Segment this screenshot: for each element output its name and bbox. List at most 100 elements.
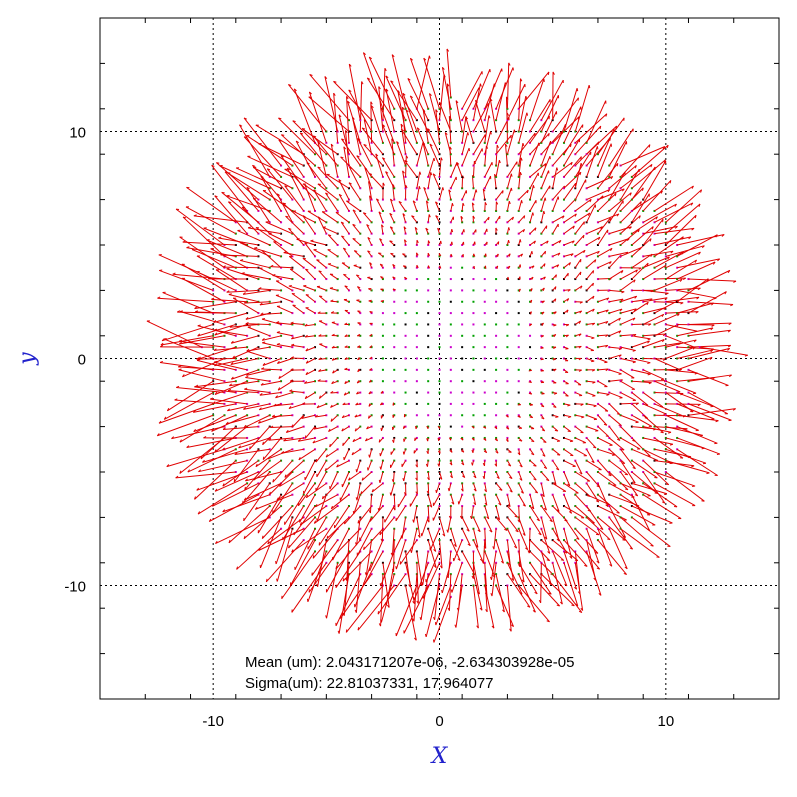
vector-head: [260, 382, 264, 386]
residual-vector: [319, 392, 327, 399]
vector-head: [326, 535, 329, 539]
residual-vector: [518, 585, 550, 623]
residual-vector: [540, 562, 542, 603]
residual-vector: [631, 238, 652, 257]
residual-vector: [275, 294, 293, 303]
residual-vector: [642, 369, 665, 380]
vector-head: [198, 469, 202, 473]
point-marker: [415, 414, 418, 417]
residual-vector: [552, 517, 560, 542]
residual-vector: [432, 494, 440, 507]
residual-vector: [329, 287, 338, 291]
vector-head: [305, 371, 308, 375]
residual-vector: [304, 380, 316, 384]
residual-vector: [586, 437, 597, 449]
residual-vector: [540, 460, 548, 469]
residual-vector: [620, 482, 651, 497]
vector-head: [346, 96, 349, 100]
vector-head: [344, 345, 348, 348]
vector-head: [629, 547, 633, 550]
point-marker: [393, 368, 396, 371]
residual-vector: [575, 448, 587, 457]
residual-vector: [483, 471, 486, 479]
residual-vector: [416, 127, 429, 155]
residual-vector: [380, 107, 395, 144]
residual-vector: [654, 251, 684, 269]
point-marker: [381, 346, 384, 349]
residual-vector: [261, 250, 282, 269]
vector-head: [494, 426, 498, 430]
point-marker: [449, 323, 452, 326]
residual-vector: [574, 505, 595, 524]
residual-vector: [182, 241, 236, 246]
residual-vector: [369, 494, 373, 514]
point-marker: [517, 334, 520, 337]
residual-vector: [333, 505, 350, 529]
residual-vector: [506, 551, 515, 581]
residual-vector: [427, 157, 435, 178]
vector-head: [494, 438, 498, 442]
vector-head: [581, 416, 585, 419]
residual-vector: [381, 157, 395, 178]
vector-head: [449, 462, 453, 466]
vector-head: [268, 438, 272, 441]
vector-head: [343, 521, 346, 525]
residual-vector: [202, 448, 248, 463]
vector-head: [354, 542, 358, 546]
vector-head: [433, 549, 437, 552]
residual-vector: [243, 483, 271, 522]
residual-vector: [237, 230, 270, 246]
residual-vector: [552, 562, 563, 605]
residual-vector: [642, 494, 682, 519]
vector-head: [618, 373, 622, 375]
vector-head: [665, 483, 669, 486]
residual-vector: [563, 106, 582, 144]
vector-head: [158, 420, 162, 424]
point-marker: [517, 346, 520, 349]
residual-vector: [586, 346, 594, 351]
vector-head: [519, 171, 522, 176]
vector-head: [361, 81, 364, 85]
vector-head: [554, 298, 557, 302]
vector-head: [342, 578, 345, 582]
residual-vector: [400, 129, 418, 155]
vector-head: [580, 607, 584, 611]
vector-head: [572, 240, 575, 244]
vector-head: [355, 402, 359, 406]
vector-head: [547, 551, 551, 554]
residual-vector: [506, 187, 512, 200]
point-marker: [449, 312, 452, 315]
vector-head: [566, 309, 569, 313]
vector-head: [392, 439, 395, 443]
residual-vector: [677, 323, 715, 326]
residual-vector: [291, 414, 305, 428]
mean-annotation: Mean (um): 2.043171207e-06, -2.634303928…: [245, 654, 574, 671]
residual-vector: [278, 117, 316, 155]
residual-vector: [342, 551, 372, 582]
vector-head: [291, 549, 294, 553]
residual-vector: [364, 167, 373, 189]
vector-head: [520, 157, 523, 161]
vector-head: [357, 368, 360, 372]
vector-head: [265, 578, 268, 582]
vector-head: [193, 214, 197, 217]
vector-head: [510, 187, 513, 191]
residual-vector: [352, 238, 361, 246]
point-marker: [461, 402, 464, 405]
vector-head: [448, 515, 452, 519]
vector-head: [403, 492, 407, 496]
vector-head: [691, 185, 694, 189]
vector-head: [555, 274, 557, 278]
residual-vector: [665, 414, 699, 431]
vector-head: [337, 630, 340, 634]
residual-vector: [427, 128, 440, 155]
residual-vector: [393, 528, 406, 552]
residual-vector: [586, 460, 602, 471]
vector-head: [623, 572, 627, 575]
residual-vector: [262, 335, 282, 341]
residual-vector: [574, 179, 587, 200]
point-marker: [483, 346, 486, 349]
residual-vector: [450, 528, 457, 547]
residual-vector: [403, 471, 407, 482]
residual-vector: [305, 268, 316, 280]
